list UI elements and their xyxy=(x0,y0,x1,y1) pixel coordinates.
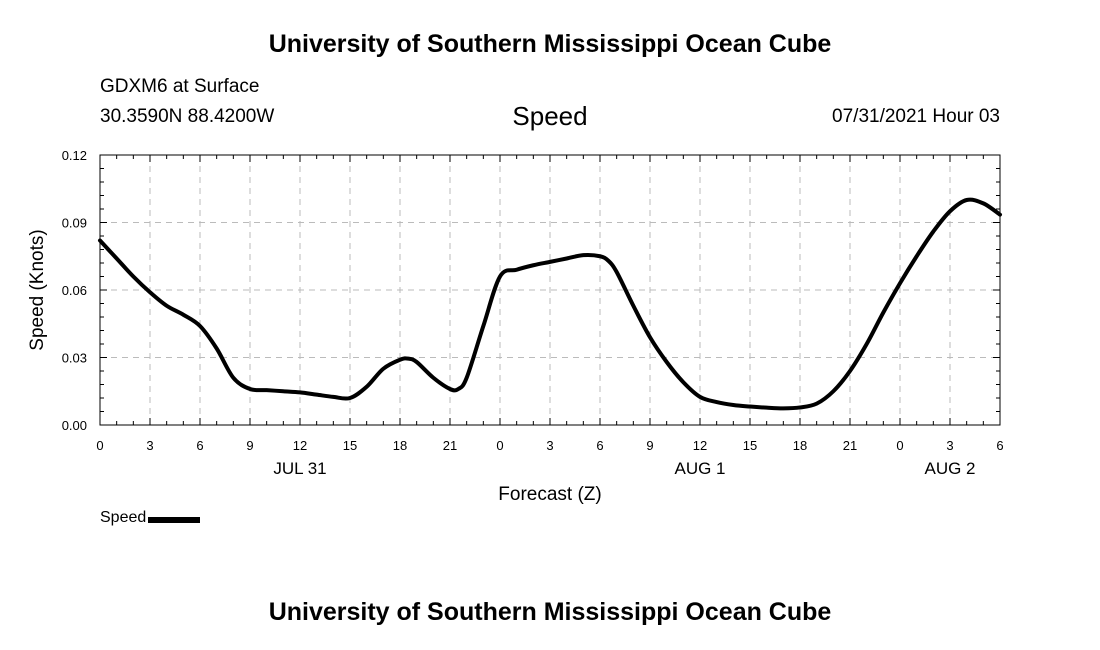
x-tick-label: 12 xyxy=(293,438,307,453)
legend-swatch xyxy=(148,516,201,523)
x-tick-label: 0 xyxy=(496,438,503,453)
station-label: GDXM6 at Surface xyxy=(100,76,260,97)
datetime-label: 07/31/2021 Hour 03 xyxy=(832,106,1000,127)
x-tick-label: 6 xyxy=(596,438,603,453)
x-tick-label: 18 xyxy=(393,438,407,453)
x-tick-label: 3 xyxy=(946,438,953,453)
axis-labels: 0 3 6 9 12 15 18 21 0 3 6 9 12 15 18 21 0 3 6 JUL 31 AUG 1 AU… xyxy=(27,148,1004,505)
y-tick-label: 0.06 xyxy=(62,283,87,298)
x-axis-title: Forecast (Z) xyxy=(498,484,601,505)
x-tick-label: 12 xyxy=(693,438,707,453)
x-tick-label: 0 xyxy=(96,438,103,453)
y-tick-label: 0.03 xyxy=(62,351,87,366)
x-tick-label: 9 xyxy=(246,438,253,453)
series xyxy=(98,197,1002,411)
x-tick-label: 3 xyxy=(146,438,153,453)
series-line-speed xyxy=(98,197,1002,411)
grid xyxy=(100,155,1000,425)
day-label: AUG 2 xyxy=(924,459,975,478)
x-tick-label: 6 xyxy=(996,438,1003,453)
y-axis-title: Speed (Knots) xyxy=(27,229,48,350)
top-title: University of Southern Mississippi Ocean… xyxy=(268,30,832,58)
day-label: JUL 31 xyxy=(273,459,326,478)
day-label: AUG 1 xyxy=(674,459,725,478)
chart-title: Speed xyxy=(512,101,588,131)
x-tick-label: 9 xyxy=(646,438,653,453)
x-tick-label: 21 xyxy=(843,438,857,453)
x-tick-label: 18 xyxy=(793,438,807,453)
legend-label: Speed xyxy=(100,509,147,526)
y-tick-label: 0.09 xyxy=(62,216,87,231)
x-tick-label: 21 xyxy=(443,438,457,453)
coordinates-label: 30.3590N 88.4200W xyxy=(100,106,275,127)
x-tick-label: 6 xyxy=(196,438,203,453)
y-tick-label: 0.12 xyxy=(62,148,87,163)
x-tick-label: 3 xyxy=(546,438,553,453)
bottom-title: University of Southern Mississippi Ocean… xyxy=(268,598,832,626)
x-tick-label: 15 xyxy=(343,438,357,453)
legend: Speed xyxy=(100,509,201,527)
y-tick-label: 0.00 xyxy=(62,418,87,433)
x-tick-label: 0 xyxy=(896,438,903,453)
x-tick-label: 15 xyxy=(743,438,757,453)
axis-ticks xyxy=(99,154,1001,426)
